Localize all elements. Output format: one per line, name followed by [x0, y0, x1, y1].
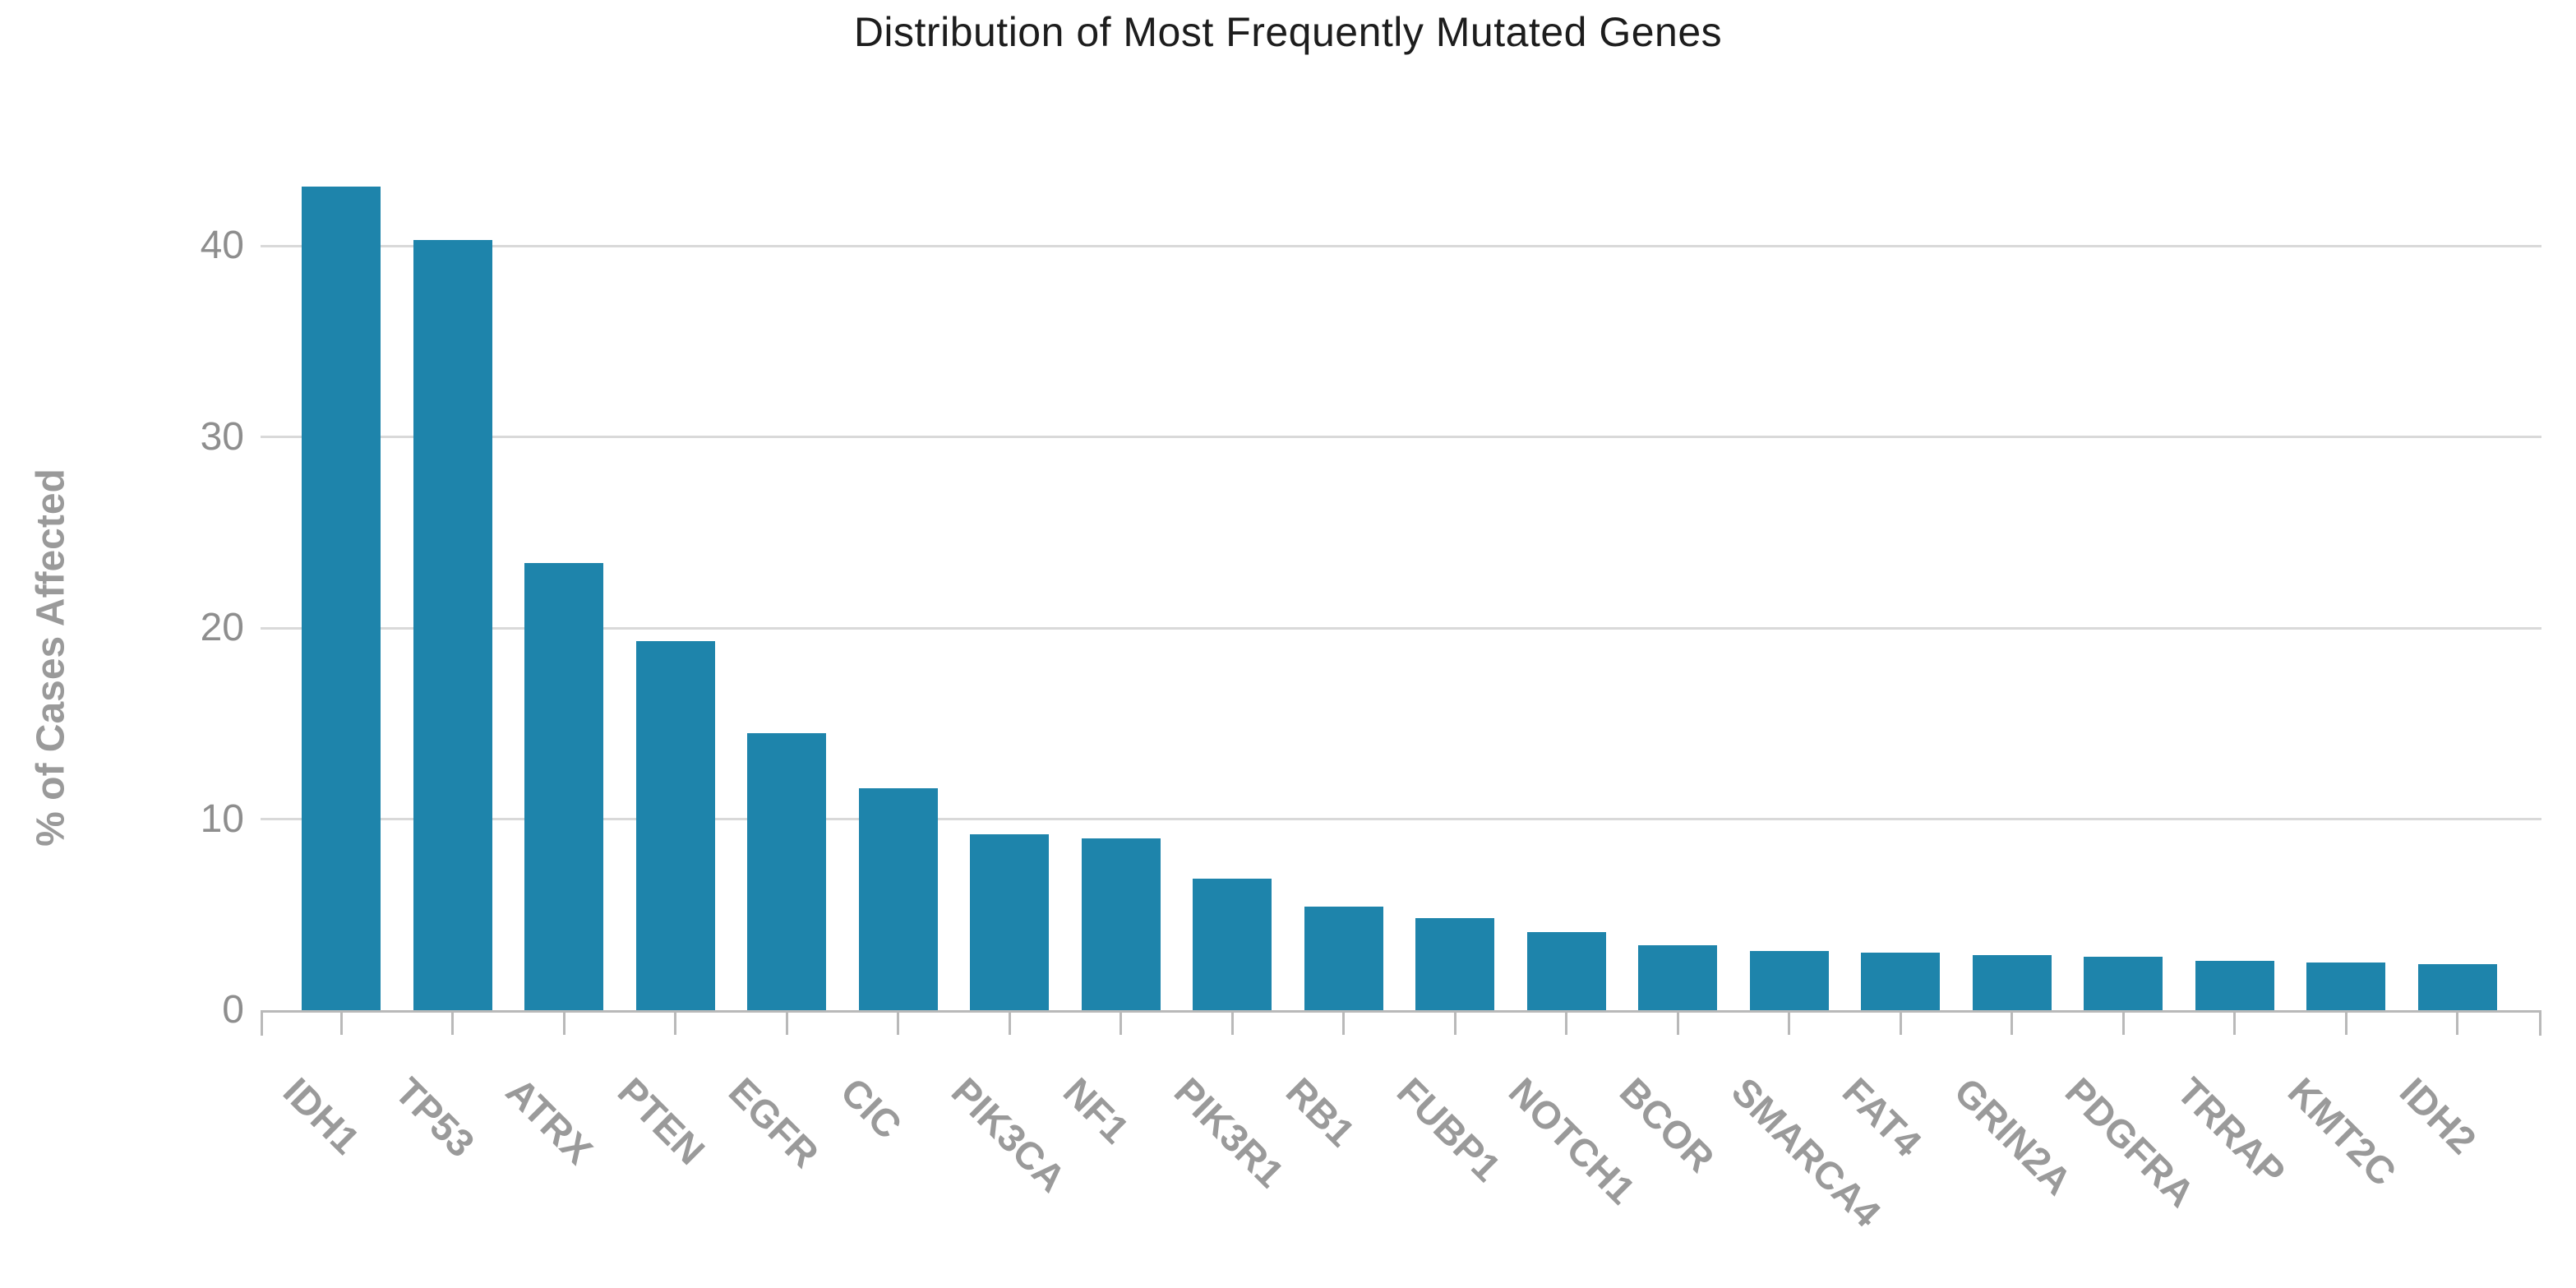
- bar-fat4[interactable]: [1861, 953, 1940, 1010]
- x-tick-kmt2c: [2344, 1013, 2347, 1035]
- y-tick-label-30: 30: [200, 414, 244, 459]
- bar-pik3r1[interactable]: [1193, 878, 1272, 1010]
- x-axis-left-bracket: [261, 1010, 263, 1036]
- x-label-atrx: ATRX: [497, 1069, 602, 1173]
- x-tick-pten: [674, 1013, 676, 1035]
- bar-pten[interactable]: [635, 641, 715, 1010]
- x-label-tp53: TP53: [386, 1069, 483, 1166]
- x-tick-pdgfra: [2121, 1013, 2125, 1035]
- x-tick-pik3ca: [1008, 1013, 1011, 1035]
- x-tick-idh1: [339, 1013, 343, 1035]
- x-tick-pik3r1: [1230, 1013, 1234, 1035]
- x-tick-idh2: [2456, 1013, 2458, 1035]
- bar-notch1[interactable]: [1526, 931, 1606, 1010]
- bar-smarca4[interactable]: [1749, 950, 1829, 1010]
- bar-bcor[interactable]: [1638, 944, 1717, 1010]
- x-tick-tp53: [451, 1013, 454, 1035]
- x-label-kmt2c: KMT2C: [2279, 1069, 2405, 1194]
- y-tick-label-0: 0: [222, 988, 244, 1032]
- bar-pdgfra[interactable]: [2084, 956, 2163, 1010]
- x-tick-rb1: [1342, 1013, 1345, 1035]
- x-tick-notch1: [1565, 1013, 1567, 1035]
- x-tick-trrap: [2233, 1013, 2236, 1035]
- x-tick-grin2a: [2010, 1013, 2013, 1035]
- chart-title: Distribution of Most Frequently Mutated …: [853, 9, 1723, 55]
- bar-pik3ca[interactable]: [970, 834, 1049, 1010]
- bar-fubp1[interactable]: [1415, 918, 1494, 1010]
- x-tick-atrx: [562, 1013, 566, 1035]
- y-tick-label-20: 20: [200, 606, 244, 649]
- x-tick-nf1: [1119, 1013, 1122, 1035]
- x-label-idh1: IDH1: [275, 1069, 369, 1162]
- bar-atrx[interactable]: [524, 562, 603, 1010]
- bar-rb1[interactable]: [1304, 907, 1383, 1010]
- bar-trrap[interactable]: [2195, 960, 2274, 1010]
- x-label-pten: PTEN: [609, 1069, 713, 1173]
- x-tick-bcor: [1676, 1013, 1679, 1035]
- bar-idh1[interactable]: [302, 186, 381, 1010]
- x-axis-line: [261, 1010, 2541, 1013]
- x-label-fat4: FAT4: [1834, 1069, 1931, 1165]
- y-tick-label-10: 10: [200, 796, 244, 841]
- x-label-pik3r1: PIK3R1: [1166, 1069, 1293, 1196]
- x-label-egfr: EGFR: [720, 1069, 828, 1176]
- gridline-10: [261, 818, 2541, 820]
- x-tick-cic: [897, 1013, 899, 1035]
- x-tick-egfr: [785, 1013, 788, 1035]
- bar-egfr[interactable]: [747, 732, 826, 1010]
- x-label-nf1: NF1: [1055, 1069, 1138, 1152]
- gridline-30: [261, 436, 2541, 438]
- x-tick-smarca4: [1788, 1013, 1790, 1035]
- y-axis-title: % of Cases Affected: [29, 469, 73, 847]
- x-label-fubp1: FUBP1: [1388, 1069, 1510, 1190]
- x-label-pik3ca: PIK3CA: [943, 1069, 1075, 1201]
- y-tick-label-40: 40: [200, 224, 244, 267]
- x-axis-right-bracket: [2539, 1010, 2541, 1036]
- gridline-20: [261, 626, 2541, 630]
- bar-idh2[interactable]: [2417, 964, 2497, 1010]
- bar-grin2a[interactable]: [1972, 954, 2052, 1010]
- bar-tp53[interactable]: [413, 240, 492, 1010]
- x-tick-fat4: [1899, 1013, 1902, 1035]
- bar-cic[interactable]: [858, 788, 938, 1010]
- x-label-idh2: IDH2: [2391, 1069, 2485, 1162]
- x-label-rb1: RB1: [1277, 1069, 1364, 1155]
- x-tick-fubp1: [1453, 1013, 1457, 1035]
- bar-nf1[interactable]: [1081, 838, 1161, 1010]
- plot-area: IDH1 TP53 ATRX PTEN EGFR CIC PIK3CA NF1 PIK3R1 RB…: [261, 0, 2541, 1235]
- bar-kmt2c[interactable]: [2306, 962, 2385, 1010]
- x-label-cic: CIC: [832, 1069, 911, 1147]
- x-label-grin2a: GRIN2A: [1946, 1069, 2080, 1203]
- gridline-40: [261, 244, 2541, 247]
